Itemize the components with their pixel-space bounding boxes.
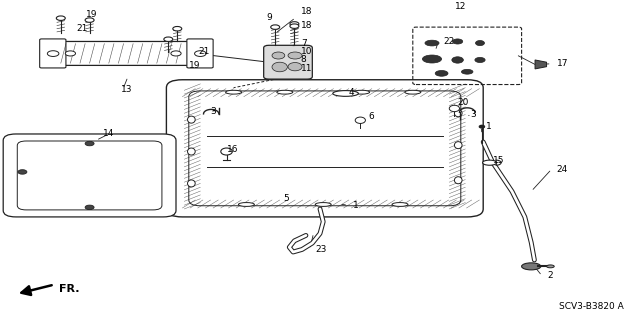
Circle shape <box>164 37 173 41</box>
Circle shape <box>18 170 27 174</box>
Text: 12: 12 <box>455 2 467 11</box>
Circle shape <box>56 16 65 20</box>
Text: 3: 3 <box>470 110 476 119</box>
Text: 13: 13 <box>121 85 132 94</box>
Ellipse shape <box>188 116 195 123</box>
Ellipse shape <box>333 91 358 96</box>
Text: 4: 4 <box>349 88 355 97</box>
Text: 19: 19 <box>86 10 98 19</box>
Text: 9: 9 <box>266 13 272 22</box>
Ellipse shape <box>454 142 462 149</box>
Text: FR.: FR. <box>59 284 79 294</box>
Circle shape <box>479 125 484 128</box>
Text: 2: 2 <box>547 271 553 280</box>
Ellipse shape <box>522 263 541 270</box>
FancyBboxPatch shape <box>187 39 213 68</box>
Text: 17: 17 <box>557 59 568 68</box>
Text: 23: 23 <box>315 245 326 254</box>
Ellipse shape <box>461 70 473 74</box>
Text: 14: 14 <box>103 130 115 138</box>
Text: 21: 21 <box>77 24 88 33</box>
Ellipse shape <box>452 57 463 63</box>
Text: 22: 22 <box>443 37 454 46</box>
Text: 18: 18 <box>301 7 312 16</box>
Circle shape <box>85 205 94 210</box>
Ellipse shape <box>476 41 484 46</box>
FancyBboxPatch shape <box>40 39 66 68</box>
Circle shape <box>85 141 94 146</box>
Ellipse shape <box>454 177 462 184</box>
Circle shape <box>290 22 299 26</box>
Polygon shape <box>535 60 547 69</box>
Circle shape <box>171 51 181 56</box>
Text: 8: 8 <box>301 56 307 64</box>
Ellipse shape <box>405 90 421 94</box>
Circle shape <box>173 26 182 31</box>
Circle shape <box>290 24 299 28</box>
Ellipse shape <box>272 62 287 72</box>
Text: 18: 18 <box>301 21 312 30</box>
Text: 10: 10 <box>301 47 312 56</box>
Text: SCV3-B3820 A: SCV3-B3820 A <box>559 302 624 311</box>
Ellipse shape <box>288 63 302 71</box>
Text: 21: 21 <box>198 47 210 56</box>
Text: 5: 5 <box>284 194 289 203</box>
Ellipse shape <box>226 90 242 94</box>
Circle shape <box>65 51 76 56</box>
Ellipse shape <box>547 265 554 268</box>
Ellipse shape <box>238 203 255 206</box>
Ellipse shape <box>449 105 460 112</box>
Ellipse shape <box>425 40 439 46</box>
Ellipse shape <box>221 148 232 155</box>
Text: 7: 7 <box>301 39 307 48</box>
Ellipse shape <box>454 110 462 117</box>
Text: 16: 16 <box>227 145 239 154</box>
Ellipse shape <box>355 117 365 123</box>
Ellipse shape <box>392 203 408 206</box>
Ellipse shape <box>272 52 285 59</box>
Text: 1: 1 <box>486 122 492 130</box>
Text: 24: 24 <box>557 165 568 174</box>
Ellipse shape <box>483 160 497 165</box>
Ellipse shape <box>315 203 332 206</box>
Text: 19: 19 <box>189 61 200 70</box>
Text: 15: 15 <box>493 156 504 165</box>
Text: 11: 11 <box>301 64 312 73</box>
FancyBboxPatch shape <box>3 134 176 217</box>
Text: 3: 3 <box>211 107 216 116</box>
FancyBboxPatch shape <box>264 45 312 79</box>
Ellipse shape <box>475 57 485 63</box>
FancyBboxPatch shape <box>51 41 195 65</box>
Ellipse shape <box>188 148 195 155</box>
Ellipse shape <box>452 39 463 44</box>
Circle shape <box>195 51 206 56</box>
Ellipse shape <box>276 90 292 94</box>
Circle shape <box>47 51 59 56</box>
Ellipse shape <box>435 70 448 76</box>
Ellipse shape <box>288 52 302 59</box>
Text: 20: 20 <box>458 98 469 107</box>
Text: 6: 6 <box>368 112 374 121</box>
Ellipse shape <box>353 90 370 94</box>
Circle shape <box>271 25 280 29</box>
Ellipse shape <box>422 55 442 63</box>
Ellipse shape <box>188 180 195 187</box>
FancyBboxPatch shape <box>17 141 162 210</box>
Circle shape <box>85 18 94 22</box>
Text: 1: 1 <box>353 201 359 210</box>
